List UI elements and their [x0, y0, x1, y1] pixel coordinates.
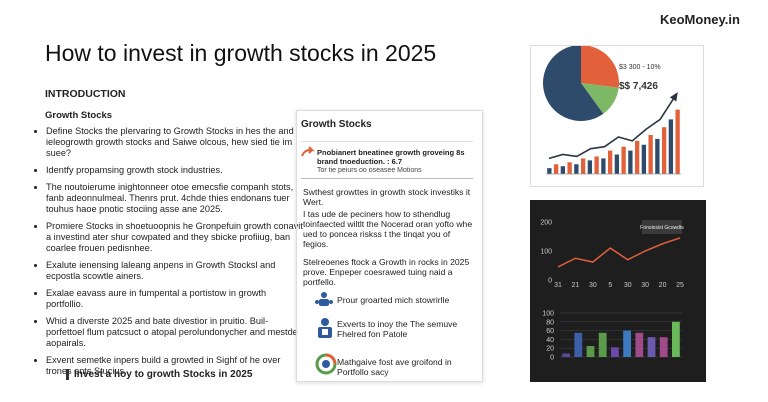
x-tick-label: 30	[641, 282, 649, 289]
bar	[574, 332, 583, 357]
bar	[655, 138, 660, 174]
list-item: Exverts to inoy the The semuve Fhelred f…	[337, 319, 458, 339]
side-panel: Growth Stocks Pnobianert bneatinee growt…	[296, 110, 483, 382]
bar	[553, 164, 559, 174]
bullet: Define Stocks the plervaring to Growth S…	[46, 126, 304, 159]
bar	[647, 337, 656, 357]
y-tick-label: 0	[548, 278, 552, 285]
bar	[598, 332, 607, 357]
bar	[648, 135, 653, 174]
expert-icon	[318, 318, 332, 338]
bar	[671, 321, 680, 357]
y-tick-label: 20	[546, 346, 554, 353]
bar	[659, 337, 668, 357]
y-tick-label: 80	[546, 319, 554, 326]
bullet: Exalae eavass aure in fumpental a portis…	[46, 288, 304, 310]
callout-subtitle: Tor tie peiurs oo oseasee Motions	[317, 167, 422, 174]
line	[557, 237, 681, 268]
bar	[614, 154, 620, 174]
x-tick-label: 20	[659, 282, 667, 289]
pie-slice	[581, 46, 619, 88]
bar	[567, 162, 572, 174]
bar	[594, 156, 599, 174]
trend-line	[548, 97, 675, 160]
y-tick-label: 100	[542, 311, 554, 318]
paragraph: Stelreoenes ftock a Growth in rocks in 2…	[303, 257, 470, 287]
pie-slice	[543, 46, 604, 121]
x-tick-label: 5	[608, 282, 612, 289]
bar	[601, 158, 606, 174]
bullet: Exalute ienensing laleang anpens in Grow…	[46, 260, 304, 282]
bullet: Exvent semetke inpers build a growted in…	[46, 355, 304, 377]
bar	[547, 168, 552, 174]
bar	[634, 140, 640, 174]
bar	[661, 127, 667, 174]
bar	[607, 150, 613, 174]
pie-annotation: $$ 7,426	[619, 81, 658, 92]
closing-line: Invest a hoy to growth Stocks in 2025	[66, 369, 252, 380]
bar	[574, 164, 579, 174]
bar	[628, 150, 633, 174]
callout: Pnobianert bneatinee growth groveing 8s …	[301, 141, 473, 179]
pie-slice	[581, 83, 619, 114]
y-tick-label: 0	[550, 355, 554, 362]
x-tick-label: 31	[554, 282, 562, 289]
x-tick-label: 25	[676, 282, 684, 289]
bar	[675, 109, 680, 174]
bullet: The noutoierume inightonneer otoe emecsf…	[46, 182, 304, 215]
y-tick-label: 200	[540, 220, 552, 227]
x-tick-label: 30	[589, 282, 597, 289]
annotation-box	[642, 220, 682, 234]
bullet-list: Define Stocks the plervaring to Growth S…	[32, 126, 304, 383]
growth-figure: $3 300 - 10% $$ 7,426	[530, 45, 704, 187]
x-tick-label: 30	[624, 282, 632, 289]
annotation: Fonoiosist Gcowdts	[640, 225, 684, 231]
section-heading: INTRODUCTION	[45, 88, 126, 100]
section-subheading: Growth Stocks	[45, 110, 113, 121]
portfolio-icon	[315, 353, 337, 375]
paragraph: I tas ude de peciners how to sthendlug t…	[303, 209, 473, 249]
callout-title: Pnobianert bneatinee growth groveing 8s …	[317, 148, 465, 166]
bullet: Identfy propamsing growth stock industri…	[46, 165, 304, 176]
bar	[668, 119, 674, 174]
bar	[580, 158, 586, 174]
y-tick-label: 100	[540, 249, 552, 256]
bar	[610, 347, 619, 357]
bar	[586, 346, 595, 357]
y-tick-label: 60	[546, 328, 554, 335]
list-item: Mathgaive fost ave groifond in Portfollo…	[337, 357, 452, 377]
y-tick-label: 40	[546, 337, 554, 344]
bar	[623, 330, 632, 357]
title: How to invest in growth stocks in 2025	[45, 40, 437, 66]
paragraph: Swthest growttes in growth stock investi…	[303, 187, 471, 207]
people-icon	[315, 292, 333, 306]
list-item: Prour groarted mich stowrirlle	[337, 295, 450, 305]
bullet: Promiere Stocks in shoetuoopnis he Gronp…	[46, 221, 304, 254]
bar	[635, 332, 644, 357]
bar	[562, 353, 571, 357]
bar	[587, 160, 593, 174]
panel-heading: Growth Stocks	[301, 119, 372, 130]
brand: KeoMoney.in	[660, 12, 740, 27]
bar	[560, 166, 566, 174]
pie-annotation: $3 300 - 10%	[619, 64, 661, 71]
trend-arrowhead	[669, 92, 678, 102]
x-tick-label: 21	[572, 282, 580, 289]
bar	[621, 146, 626, 174]
bar	[641, 144, 647, 174]
arrow-icon	[301, 146, 315, 157]
bullet: Whid a diverste 2025 and bate divestior …	[46, 316, 304, 349]
